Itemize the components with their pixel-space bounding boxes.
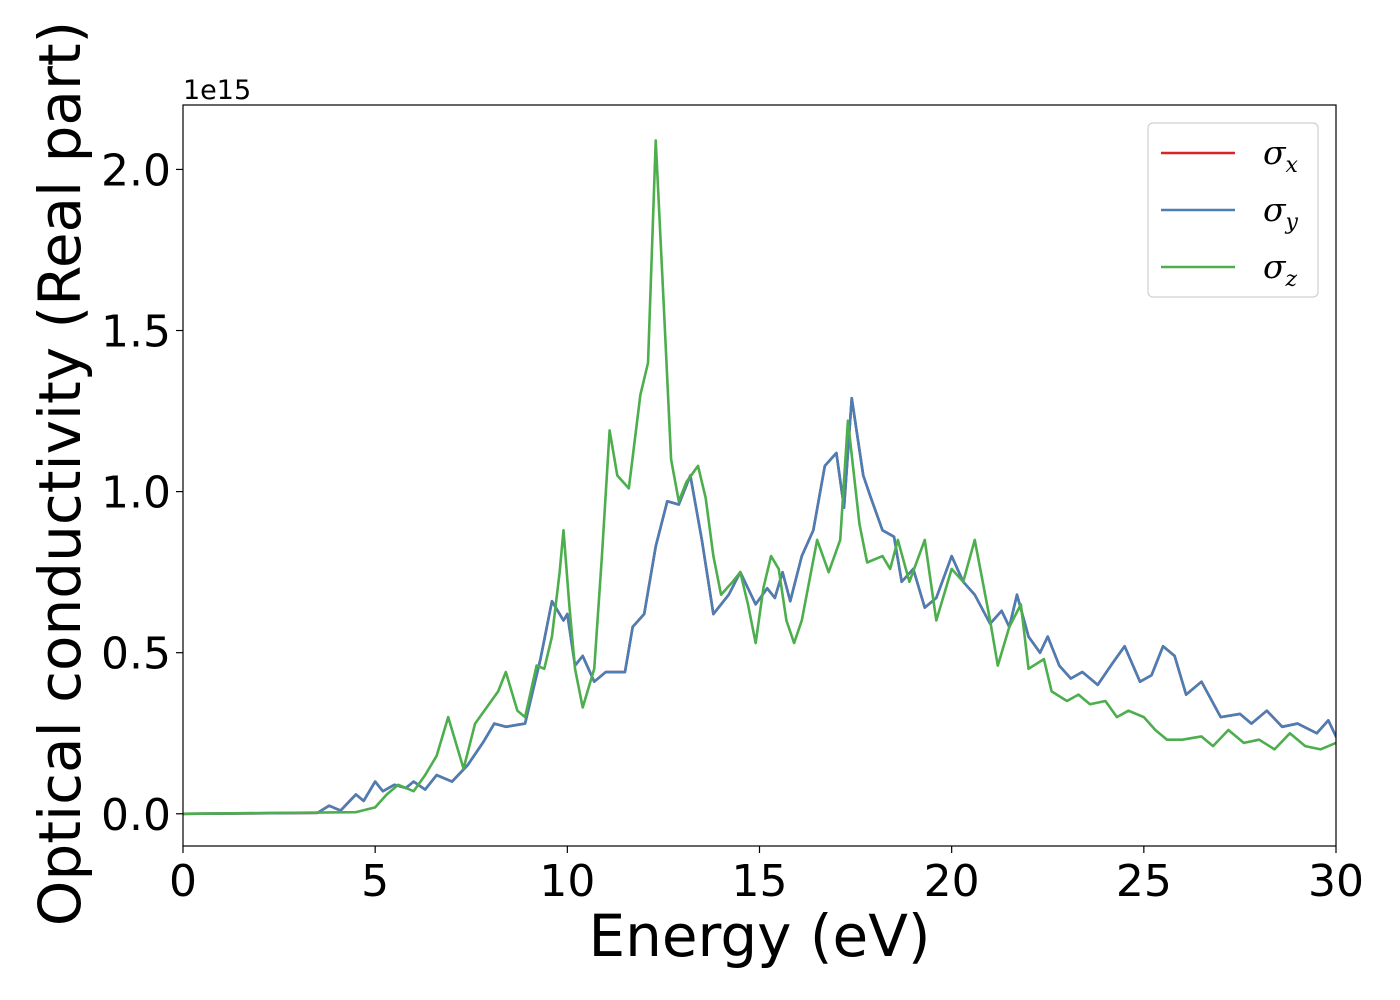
axis-ticks: 0 5 10 15 20 25 30 0.0 0.5 1.0 1.5 2.0 xyxy=(101,145,1364,907)
x-axis-label: Energy (eV) xyxy=(588,902,930,970)
y-tick-label: 0.0 xyxy=(101,790,171,841)
series-line-y xyxy=(183,396,1336,816)
series-line-z xyxy=(183,139,1336,816)
x-tick-label: 0 xyxy=(169,856,197,907)
x-tick-label: 10 xyxy=(539,856,595,907)
legend-label-y: σy xyxy=(1263,190,1299,235)
y-tick-label: 1.5 xyxy=(101,307,171,358)
y-offset-label: 1e15 xyxy=(183,75,251,106)
x-tick-label: 25 xyxy=(1116,856,1172,907)
y-tick-label: 1.0 xyxy=(101,468,171,519)
legend: σx σy σz xyxy=(1147,122,1319,298)
y-tick-label: 0.5 xyxy=(101,629,171,680)
legend-label-z: σz xyxy=(1263,247,1298,292)
y-axis-label: Optical conductivity (Real part) xyxy=(26,21,94,926)
series-lines xyxy=(183,139,1336,816)
x-tick-label: 30 xyxy=(1308,856,1364,907)
legend-label-x: σx xyxy=(1263,133,1299,178)
x-tick-label: 20 xyxy=(924,856,980,907)
x-tick-label: 5 xyxy=(361,856,389,907)
series-line-x xyxy=(183,396,1336,816)
x-tick-label: 15 xyxy=(732,856,788,907)
y-tick-label: 2.0 xyxy=(101,145,171,196)
